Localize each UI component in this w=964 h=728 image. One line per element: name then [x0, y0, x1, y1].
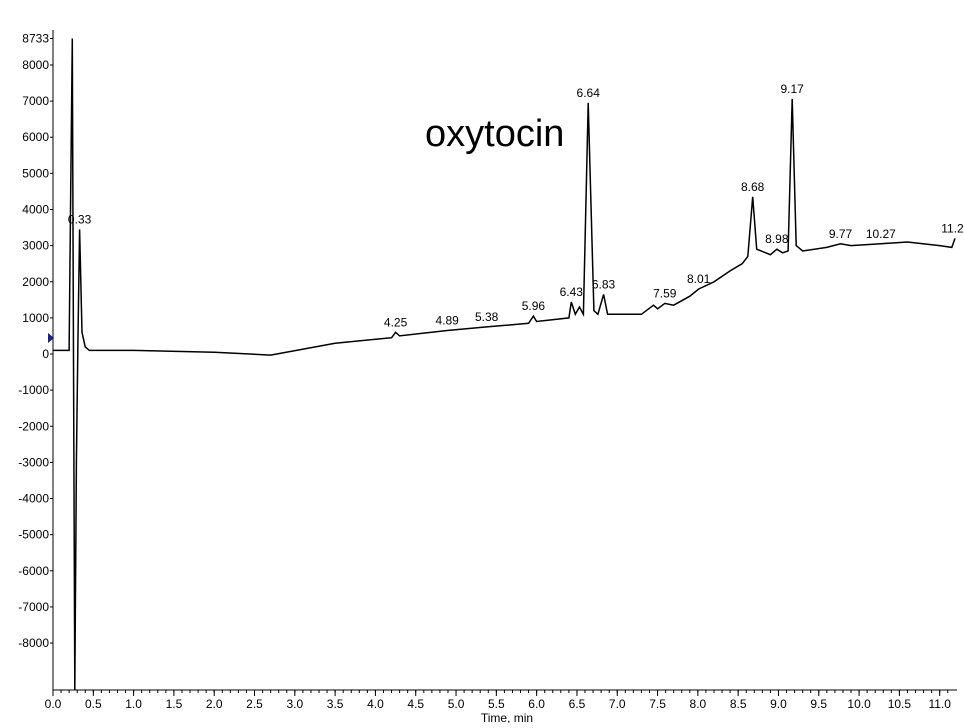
x-tick-label: 10.0: [847, 697, 871, 711]
x-tick-label: 3.0: [286, 697, 303, 711]
y-tick-label: 5000: [22, 166, 49, 180]
x-tick-label: 7.0: [609, 697, 626, 711]
y-tick-label: 7000: [22, 94, 49, 108]
peak-label: 9.17: [780, 82, 804, 96]
x-tick-label: 1.5: [166, 697, 183, 711]
peak-label: 4.25: [384, 315, 408, 329]
peak-label: 7.59: [653, 286, 677, 300]
x-tick-label: 1.0: [125, 697, 142, 711]
x-tick-label: 8.0: [690, 697, 707, 711]
y-tick-label: -3000: [18, 455, 49, 469]
y-tick-label: 2000: [22, 275, 49, 289]
peak-label: 5.96: [522, 299, 546, 313]
peak-label: 4.89: [435, 314, 459, 328]
peak-label: 8.98: [765, 232, 789, 246]
y-tick-label: 3000: [22, 239, 49, 253]
marker: [48, 333, 54, 343]
x-tick-label: 8.5: [730, 697, 747, 711]
x-tick-label: 10.5: [888, 697, 912, 711]
peak-label: 6.64: [577, 86, 601, 100]
x-axis-label: Time, min: [481, 711, 533, 723]
peak-label: 6.43: [560, 285, 584, 299]
x-tick-label: 2.0: [206, 697, 223, 711]
y-tick-label: 1000: [22, 311, 49, 325]
x-tick-label: 7.5: [649, 697, 666, 711]
x-tick-label: 9.5: [810, 697, 827, 711]
y-tick-label: -1000: [18, 383, 49, 397]
y-tick-label: -6000: [18, 564, 49, 578]
x-tick-label: 5.5: [488, 697, 505, 711]
y-tick-label: -5000: [18, 528, 49, 542]
x-tick-label: 9.0: [770, 697, 787, 711]
y-tick-label: 4000: [22, 202, 49, 216]
x-tick-label: 5.0: [448, 697, 465, 711]
peak-label: 6.83: [592, 277, 616, 291]
x-tick-label: 3.5: [327, 697, 344, 711]
y-tick-label: 0: [42, 347, 49, 361]
x-tick-label: 4.0: [367, 697, 384, 711]
x-tick-label: 6.0: [528, 697, 545, 711]
peak-label: 5.38: [475, 310, 499, 324]
x-tick-label: 2.5: [246, 697, 263, 711]
peak-label: 9.77: [829, 227, 853, 241]
peak-label: 8.01: [687, 272, 711, 286]
y-tick-label: 8000: [22, 58, 49, 72]
y-tick-label: -4000: [18, 492, 49, 506]
trace: [53, 38, 956, 691]
peak-label: 8.68: [741, 180, 765, 194]
x-tick-label: 4.5: [407, 697, 424, 711]
y-tick-label: -2000: [18, 419, 49, 433]
y-tick-label: -8000: [18, 636, 49, 650]
peak-label: 10.27: [866, 227, 896, 241]
x-tick-label: 0.0: [45, 697, 62, 711]
x-tick-label: 6.5: [569, 697, 586, 711]
annotation: oxytocin: [425, 113, 564, 155]
y-tick-label: 6000: [22, 130, 49, 144]
y-tick-label: 8733: [22, 32, 49, 46]
peak-label: 11.20: [941, 221, 964, 235]
x-tick-label: 0.5: [85, 697, 102, 711]
y-tick-label: -7000: [18, 600, 49, 614]
x-tick-label: 11.0: [928, 697, 951, 711]
peak-label: 0.33: [68, 212, 92, 226]
